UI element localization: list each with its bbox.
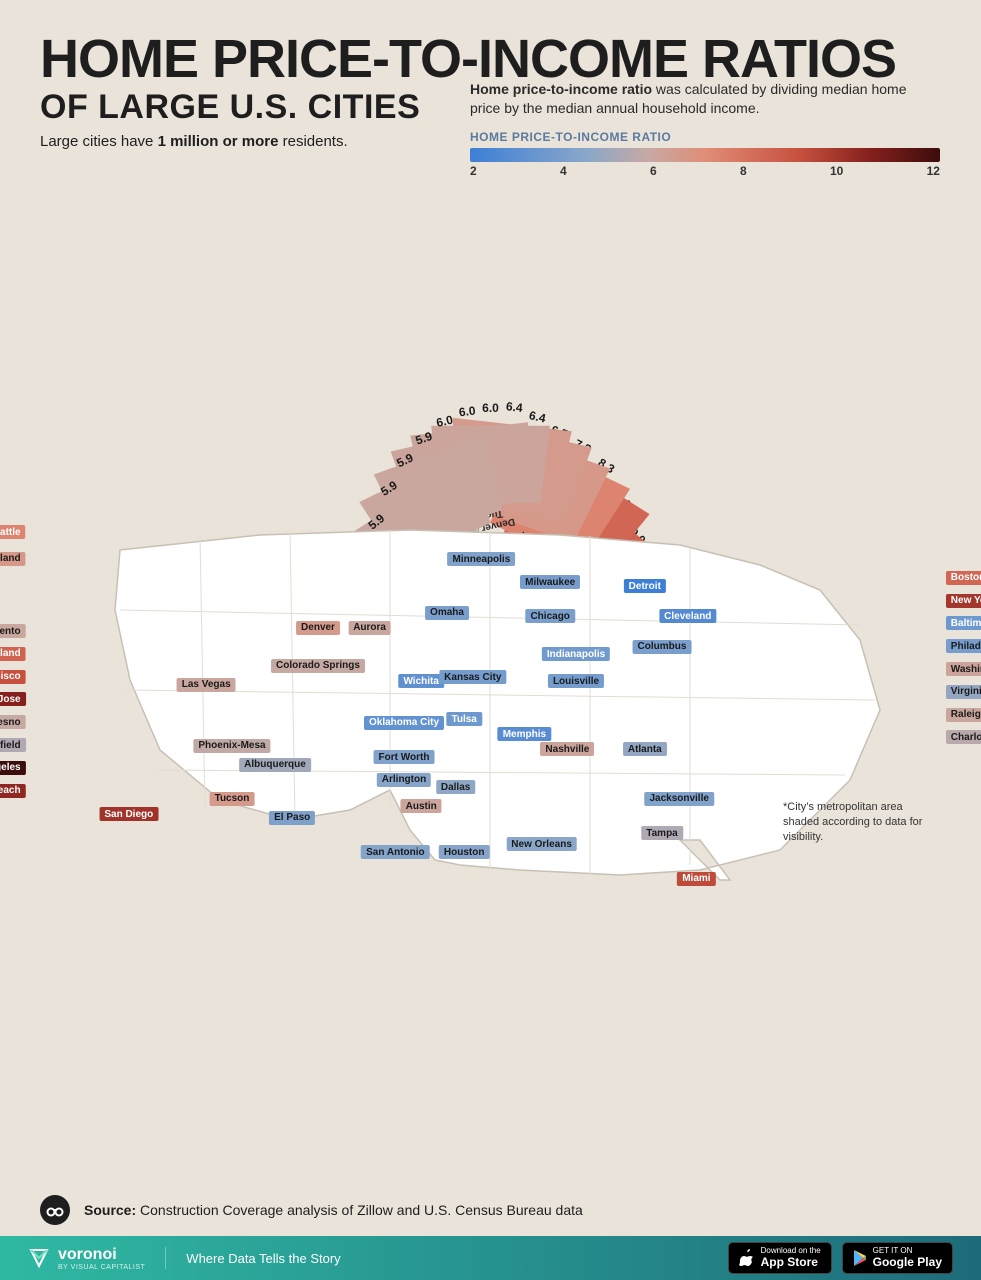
map-city-label: Aurora — [348, 621, 391, 635]
map-city-label: Jacksonville — [644, 792, 713, 806]
map-city-label: Baltimore — [946, 616, 981, 630]
footer: voronoi BY VISUAL CAPITALIST Where Data … — [0, 1236, 981, 1280]
map-city-label: San Diego — [99, 807, 158, 821]
map-city-label: Dallas — [436, 780, 475, 794]
map-city-label: Wichita — [398, 674, 443, 688]
map-city-label: Albuquerque — [239, 758, 311, 772]
map-city-label: Las Vegas — [177, 678, 236, 692]
footer-separator — [165, 1247, 166, 1269]
map-city-label: Minneapolis — [447, 552, 515, 566]
source-row: Source: Construction Coverage analysis o… — [40, 1195, 583, 1225]
map-city-label: San Jose — [0, 692, 26, 706]
map-city-label: Tucson — [210, 792, 255, 806]
map-city-label: Sacramento — [0, 624, 26, 638]
map-city-label: Los Angeles — [0, 761, 26, 775]
map-city-label: Bakersfield — [0, 738, 26, 752]
fan-value: 6.0 — [482, 401, 499, 415]
fan-value: 6.4 — [528, 408, 548, 425]
map-city-label: Chicago — [525, 609, 574, 623]
map-city-label: New York — [946, 594, 981, 608]
fan-value: 6.4 — [505, 399, 523, 415]
map-city-label: Tulsa — [446, 712, 481, 726]
map-city-label: Detroit — [624, 579, 666, 593]
map-city-label: Tampa — [641, 826, 683, 840]
map-city-label: Fort Worth — [374, 750, 435, 764]
map-city-label: Denver — [296, 621, 340, 635]
map-city-label: Oklahoma City — [364, 716, 444, 730]
map-city-label: Omaha — [425, 606, 469, 620]
map-city-label: Nashville — [540, 742, 594, 756]
map-city-label: Arlington — [377, 773, 431, 787]
map-city-label: San Antonio — [361, 845, 430, 859]
binoculars-icon — [40, 1195, 70, 1225]
footer-tagline: Where Data Tells the Story — [186, 1251, 340, 1266]
map-city-label: New Orleans — [506, 837, 577, 851]
map-city-label: Charlotte — [946, 730, 981, 744]
map-city-label: Houston — [439, 845, 490, 859]
map-city-label: Indianapolis — [542, 647, 610, 661]
apple-icon — [739, 1249, 755, 1267]
map-city-label: Milwaukee — [520, 575, 580, 589]
app-store-button[interactable]: Download on theApp Store — [728, 1242, 832, 1274]
map-city-label: Portland — [0, 552, 26, 566]
fan-value: 6.0 — [458, 404, 476, 420]
map-city-label: Virginia Beach — [946, 685, 981, 699]
map-city-label: Philadelphia — [946, 639, 981, 653]
map-city-label: Colorado Springs — [271, 659, 365, 673]
source-text: Source: Construction Coverage analysis o… — [84, 1202, 583, 1218]
map-city-label: Louisville — [548, 674, 604, 688]
map-city-label: San Francisco — [0, 670, 26, 684]
page-title: HOME PRICE-TO-INCOME RATIOS — [40, 32, 896, 86]
map-city-label: Oakland — [0, 647, 26, 661]
map-city-label: Memphis — [498, 727, 551, 741]
map-city-label: Columbus — [633, 640, 692, 654]
map-city-label: Austin — [401, 799, 442, 813]
map-city-label: Long Beach — [0, 784, 26, 798]
description: Home price-to-income ratio was calculate… — [470, 80, 940, 118]
bottom-fan-chart: 1.9Detroit MI2.7Cleveland OH2.9Memphis T… — [0, 870, 981, 1200]
legend-title: HOME PRICE-TO-INCOME RATIO — [470, 130, 940, 144]
map-city-label: Fresno — [0, 715, 26, 729]
map-city-label: Boston — [946, 571, 981, 585]
map-city-label: Seattle — [0, 525, 26, 539]
map-city-label: Atlanta — [623, 742, 667, 756]
map-city-label: Kansas City — [439, 670, 506, 684]
footer-brand: voronoi BY VISUAL CAPITALIST — [28, 1246, 145, 1271]
map-city-label: Washington — [946, 662, 981, 676]
map-city-label: Raleigh — [946, 708, 981, 722]
google-play-button[interactable]: GET IT ONGoogle Play — [842, 1242, 953, 1274]
map-city-label: Cleveland — [659, 609, 716, 623]
map-city-label: El Paso — [269, 811, 315, 825]
play-icon — [853, 1250, 867, 1266]
map-city-label: Phoenix-Mesa — [193, 739, 270, 753]
voronoi-logo-icon — [28, 1247, 50, 1269]
map-note: *City’s metropolitan area shaded accordi… — [783, 800, 933, 845]
